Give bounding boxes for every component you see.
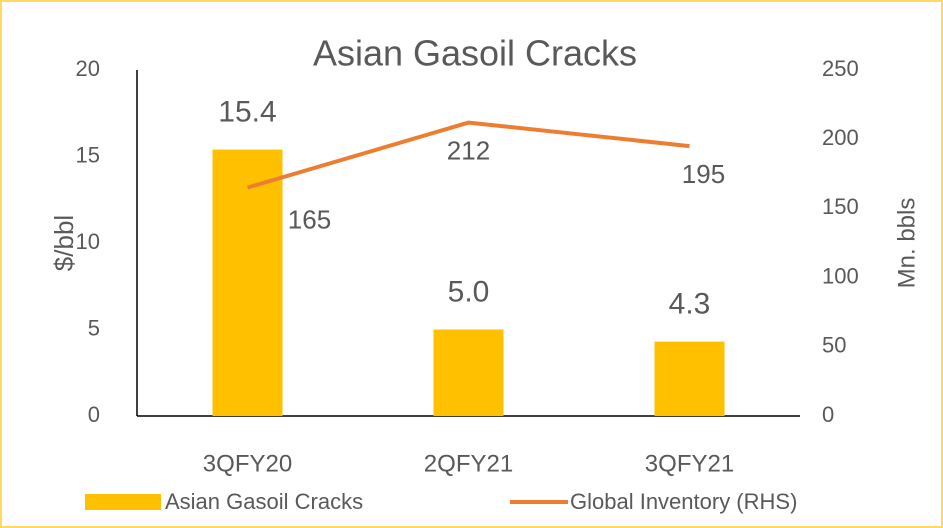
y2-tick-label: 50 (822, 333, 846, 358)
x-tick-label: 3QFY21 (645, 450, 734, 477)
line-series (246, 120, 690, 190)
bar-value-label: 15.4 (218, 96, 276, 129)
y2-tick-label: 250 (822, 56, 859, 81)
line-value-label: 212 (447, 135, 490, 165)
legend-label: Asian Gasoil Cracks (165, 489, 363, 514)
legend-label: Global Inventory (RHS) (570, 489, 797, 514)
y2-tick-label: 0 (822, 402, 834, 427)
y-axis-title: $/bbl (49, 215, 79, 271)
bar (212, 149, 283, 416)
y2-axis-title: Mn. bbls (893, 198, 920, 289)
x-tick-label: 3QFY20 (203, 450, 292, 477)
chart-title: Asian Gasoil Cracks (313, 33, 637, 74)
bar (433, 329, 504, 416)
y-tick-label: 10 (76, 229, 100, 254)
y-tick-label: 20 (76, 56, 100, 81)
line-value-label: 195 (682, 159, 725, 189)
y-tick-label: 15 (76, 142, 100, 167)
bar (654, 341, 725, 416)
y2-tick-label: 100 (822, 263, 859, 288)
y-tick-label: 5 (88, 315, 100, 340)
y-tick-label: 0 (88, 402, 100, 427)
bar-value-label: 5.0 (448, 275, 490, 308)
legend-swatch (85, 494, 161, 510)
x-tick-label: 2QFY21 (424, 450, 513, 477)
y2-tick-label: 200 (822, 125, 859, 150)
bar-value-label: 4.3 (669, 288, 711, 321)
line-value-label: 165 (288, 205, 331, 235)
y2-tick-label: 150 (822, 194, 859, 219)
